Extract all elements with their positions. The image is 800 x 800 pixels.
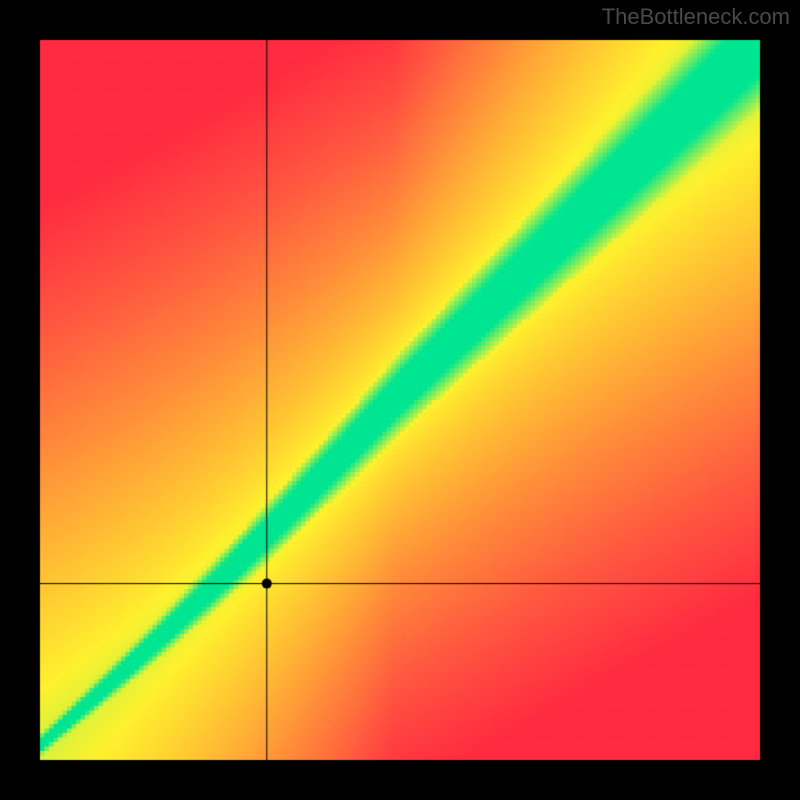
watermark-text: TheBottleneck.com <box>602 4 790 30</box>
bottleneck-heatmap <box>0 0 800 800</box>
chart-container: TheBottleneck.com <box>0 0 800 800</box>
